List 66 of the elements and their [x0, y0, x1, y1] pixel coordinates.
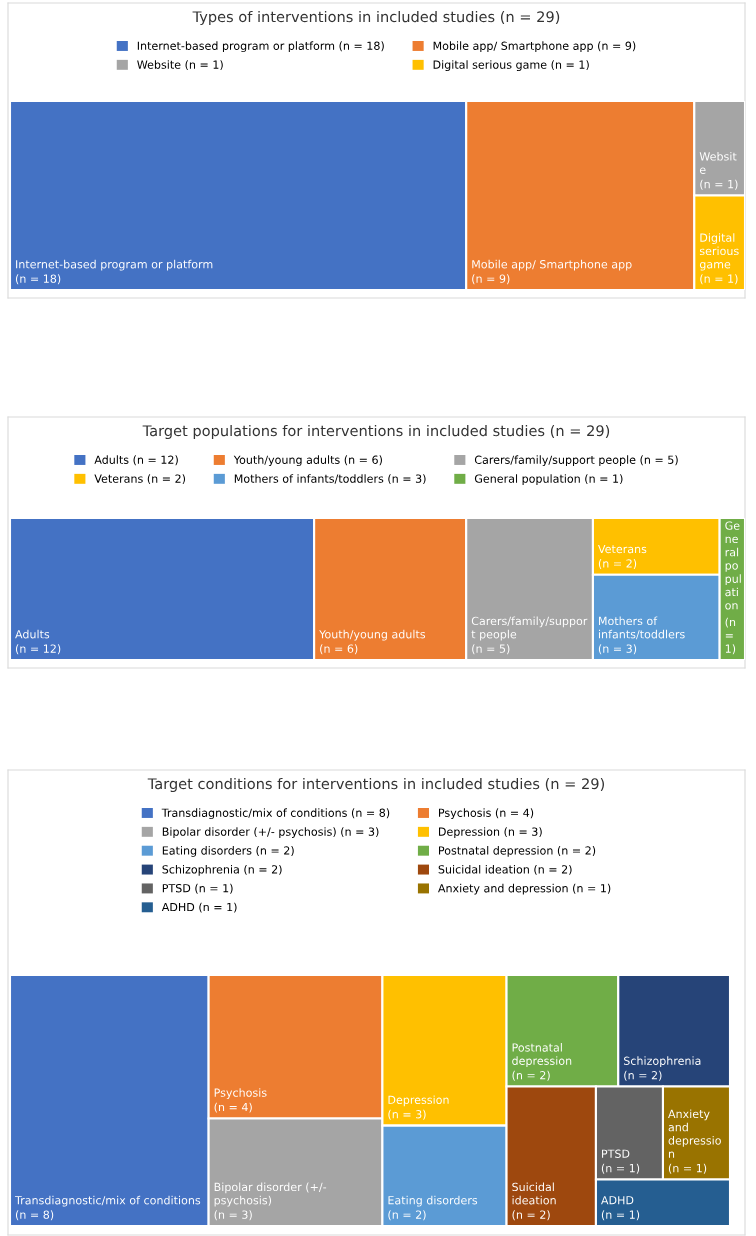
data-label: (n = 8)	[15, 1210, 54, 1221]
category-label: Postnatal depression (n = 2)	[439, 846, 596, 857]
data-label: (n = 1)	[700, 179, 738, 190]
category-label: Digital serious game (n = 1)	[433, 60, 589, 71]
data-label: (n = 6)	[320, 644, 358, 655]
category-label: Carers/family/support people	[471, 616, 588, 641]
category-label: Mothers of infants/toddlers (n = 3)	[234, 474, 426, 485]
category-label: Carers/family/support people (n = 5)	[474, 455, 678, 467]
category-label: Suicidal ideation (n = 2)	[438, 864, 572, 875]
data-label: (n = 1)	[700, 274, 738, 285]
text: Target conditions for interventions in included studies (n = 29)	[147, 777, 604, 793]
category-label: Veterans	[598, 544, 647, 554]
category-label: Internet-based program or platform	[16, 259, 213, 271]
category-label: General population (n = 1)	[474, 474, 623, 485]
category-label: Depression (n = 3)	[439, 827, 542, 838]
data-label: (n = 1)	[601, 1210, 640, 1221]
category-label: Adults	[15, 629, 50, 639]
data-label: (n = 4)	[214, 1102, 252, 1113]
category-label: ADHD	[601, 1196, 634, 1205]
category-label: Suicidal ideation	[512, 1182, 556, 1205]
category-label: Website (n = 1)	[137, 60, 223, 71]
category-label: General population	[725, 521, 741, 610]
data-label: (n = 1)	[668, 1163, 707, 1174]
category-label: Psychosis (n = 4)	[439, 808, 534, 820]
category-label: Youth/young adults (n = 6)	[233, 455, 382, 467]
category-label: Depression	[388, 1095, 449, 1107]
category-label: Anxiety and depression	[668, 1109, 721, 1158]
category-label: Adults (n = 12)	[94, 455, 178, 466]
category-label: Mobile app/ Smartphone app	[472, 259, 632, 271]
category-label: Mobile app/ Smartphone app (n = 9)	[433, 41, 636, 53]
category-label: Internet-based program or platform (n = 18)	[137, 41, 384, 53]
data-label: (n = 1)	[601, 1163, 640, 1174]
category-label: Website	[699, 152, 737, 174]
data-label: (n = 2)	[512, 1070, 550, 1081]
data-label: (n = 2)	[512, 1210, 550, 1221]
category-label: Mothers of infants/toddlers	[598, 616, 685, 640]
category-label: Bipolar disorder (+/- psychosis) (n = 3)	[162, 827, 379, 838]
category-label: PTSD	[602, 1149, 630, 1158]
data-label: (n = 2)	[388, 1210, 426, 1221]
data-label: (n = 2)	[624, 1070, 662, 1081]
data-label: (n = 5)	[472, 644, 510, 655]
category-label: Eating disorders (n = 2)	[162, 846, 294, 857]
category-label: Bipolar disorder (+/- psychosis)	[214, 1182, 327, 1207]
category-label: Schizophrenia	[624, 1056, 701, 1068]
text: Types of interventions in included studies (n = 29)	[192, 10, 560, 26]
category-label: Youth/young adults	[319, 629, 426, 641]
text: Target populations for interventions in included studies (n = 29)	[142, 424, 610, 440]
data-label: (n = 2)	[598, 559, 637, 569]
category-label: Transdiagnostic/mix of conditions	[14, 1195, 201, 1207]
category-label: Psychosis	[214, 1088, 267, 1099]
data-label: (n = 3)	[214, 1210, 252, 1221]
category-label: Schizophrenia (n = 2)	[162, 864, 282, 876]
category-label: ADHD (n = 1)	[161, 902, 237, 913]
data-label: (n = 1)	[725, 617, 736, 655]
category-label: Anxiety and depression (n = 1)	[438, 883, 611, 895]
category-label: Postnatal depression	[512, 1043, 572, 1068]
data-label: (n = 12)	[15, 644, 61, 655]
category-label: Veterans (n = 2)	[94, 474, 186, 485]
data-label: (n = 3)	[388, 1109, 426, 1120]
category-label: Eating disorders	[388, 1195, 478, 1207]
category-label: Transdiagnostic/mix of conditions (n = 8)	[161, 808, 390, 820]
data-label: (n = 3)	[598, 644, 637, 655]
category-label: Digital serious game	[699, 233, 739, 271]
data-label: (n = 18)	[15, 274, 61, 285]
data-label: (n = 9)	[472, 274, 510, 285]
category-label: PTSD (n = 1)	[162, 883, 233, 894]
